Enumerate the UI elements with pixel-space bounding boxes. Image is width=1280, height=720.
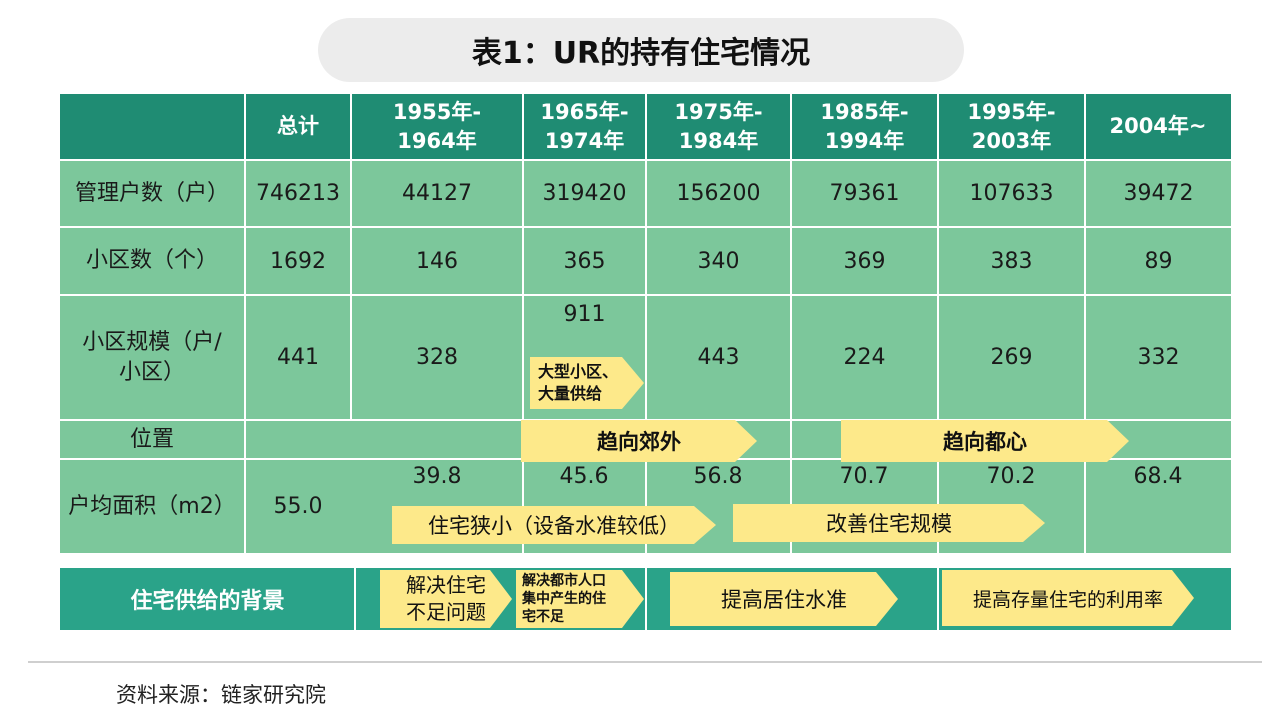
header-period-2-line2: 1974年 [544,128,625,153]
header-period-5-line2: 2003年 [971,128,1052,153]
background-arrow-living: 提高居住水准 [670,572,898,626]
header-period-5-line1: 1995年- [967,99,1056,124]
row-label-communities: 小区数（个） [85,248,218,273]
background-arrow-shortage-line2: 不足问题 [406,600,486,624]
row-label-area: 户均面积（m2） [68,493,236,519]
background-arrow-urban-line3: 宅不足 [522,609,564,625]
row-divider [60,159,1231,161]
header-period-4-line1: 1985年- [820,99,909,124]
scale-1985: 224 [843,345,886,370]
area-1955: 39.8 [412,464,462,489]
header-period-1: 1955年- 1964年 [351,94,523,159]
households-1955: 44127 [402,181,472,206]
header-period-6: 2004年~ [1085,94,1231,159]
households-1995: 107633 [969,181,1054,206]
column-divider [1084,94,1086,553]
background-arrow-urban-line2: 集中产生的住 [522,591,606,607]
header-period-3: 1975年- 1984年 [646,94,791,159]
row-label-households: 管理户数（户） [74,180,229,206]
scale-note-line2: 大量供给 [538,384,603,403]
area-1985: 70.7 [839,464,889,489]
header-period-4-line2: 1994年 [824,128,905,153]
communities-2004: 89 [1144,248,1173,274]
footer-divider [28,661,1262,663]
background-arrow-urban: 解决都市人口 集中产生的住 宅不足 [516,570,644,628]
scale-note-arrow: 大型小区、 大量供给 [530,357,644,409]
header-period-2: 1965年- 1974年 [523,94,646,159]
background-arrow-shortage-line1: 解决住宅 [406,573,486,597]
households-total: 746213 [256,181,340,206]
scale-1995: 269 [990,345,1033,370]
row-divider [60,226,1231,228]
communities-1985: 369 [843,248,886,274]
households-1975: 156200 [676,181,761,206]
scale-note-line1: 大型小区、 [538,362,619,381]
scale-1975: 443 [697,345,740,370]
column-divider [790,94,792,553]
communities-total: 1692 [270,248,326,274]
communities-1995: 383 [990,248,1033,274]
area-arrow-improve: 改善住宅规模 [733,504,1045,542]
row-label-scale-line2: 小区） [118,359,185,385]
header-period-4: 1985年- 1994年 [791,94,938,159]
header-period-1-line1: 1955年- [392,99,482,124]
row-label-scale-line1: 小区规模（户/ [82,329,222,355]
column-divider [522,94,524,553]
area-1975: 56.8 [693,464,743,489]
header-period-3-line2: 1984年 [678,128,759,153]
background-arrow-stock: 提高存量住宅的利用率 [942,570,1194,626]
column-divider [244,94,246,553]
households-1965: 319420 [542,181,627,206]
column-divider [645,94,647,553]
area-2004: 68.4 [1133,464,1183,489]
scale-total: 441 [277,345,319,370]
households-2004: 39472 [1123,181,1194,206]
communities-1975: 340 [697,248,740,274]
column-divider [350,94,352,420]
source-note: 资料来源：链家研究院 [116,683,326,707]
households-1985: 79361 [829,181,900,206]
header-period-2-line1: 1965年- [540,99,629,124]
row-divider [60,294,1231,296]
header-blank-cell [60,94,245,159]
background-arrow-urban-line1: 解决都市人口 [522,573,606,589]
area-1965: 45.6 [559,464,609,489]
scale-1955: 328 [416,345,458,370]
band-divider [937,568,939,630]
location-arrow-center: 趋向都心 [841,420,1129,462]
header-period-5: 1995年- 2003年 [938,94,1085,159]
background-label: 住宅供给的背景 [130,589,285,614]
area-arrow-small: 住宅狭小（设备水准较低） [392,506,716,544]
header-period-1-line2: 1964年 [397,128,477,153]
table-title: 表1：UR的持有住宅情况 [318,18,964,82]
band-divider [645,568,647,630]
column-divider [937,94,939,553]
band-divider [354,568,356,630]
header-total: 总计 [245,94,351,159]
header-period-3-line1: 1975年- [674,99,763,124]
row-label-location: 位置 [129,426,174,452]
scale-2004: 332 [1137,345,1180,370]
row-label-scale: 小区规模（户/ 小区） [60,296,244,419]
area-total: 55.0 [273,494,323,519]
area-1995: 70.2 [986,464,1036,489]
communities-1965: 365 [563,248,606,274]
location-arrow-suburb: 趋向郊外 [521,420,757,462]
communities-1955: 146 [416,248,458,274]
background-arrow-shortage: 解决住宅 不足问题 [380,570,512,628]
scale-1965: 911 [563,301,606,327]
